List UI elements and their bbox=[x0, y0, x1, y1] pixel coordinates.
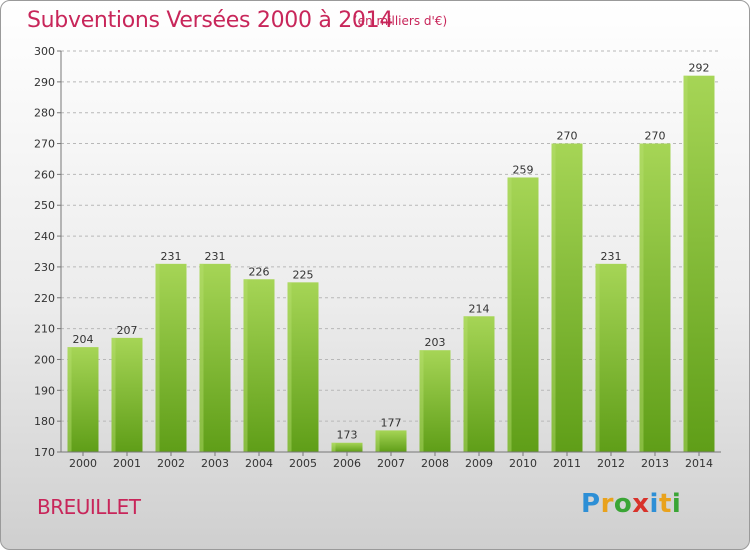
x-tick-label: 2008 bbox=[421, 457, 449, 470]
bar-highlight bbox=[463, 316, 468, 452]
y-tick-label: 290 bbox=[34, 76, 55, 89]
value-label: 204 bbox=[73, 333, 94, 346]
y-axis: 170 180 190 200 210 220 230 240 250 260 270 280 290 3… bbox=[34, 45, 62, 459]
bars: 204 207 231 231 226 225 173 177 203 214 259 270 231 2… bbox=[67, 62, 715, 453]
y-tick-label: 260 bbox=[34, 168, 55, 181]
bar-2000 bbox=[67, 347, 99, 452]
x-tick-label: 2000 bbox=[69, 457, 97, 470]
bar-2009 bbox=[463, 316, 495, 452]
x-tick-label: 2013 bbox=[641, 457, 669, 470]
y-tick-label: 220 bbox=[34, 292, 55, 305]
bar-2004 bbox=[243, 279, 275, 452]
x-tick-label: 2001 bbox=[113, 457, 141, 470]
x-tick-label: 2003 bbox=[201, 457, 229, 470]
bar-2010 bbox=[507, 177, 539, 452]
bar-highlight bbox=[331, 442, 336, 452]
y-tick-label: 230 bbox=[34, 261, 55, 274]
value-label: 231 bbox=[205, 250, 226, 263]
place-name: BREUILLET bbox=[37, 495, 141, 519]
bar-highlight bbox=[507, 177, 512, 452]
bar-highlight bbox=[375, 430, 380, 452]
bar-2003 bbox=[199, 263, 231, 452]
y-tick-label: 300 bbox=[34, 45, 55, 58]
value-label: 226 bbox=[249, 265, 270, 278]
chart-title: Subventions Versées 2000 à 2014 bbox=[27, 8, 394, 33]
value-label: 203 bbox=[425, 336, 446, 349]
value-label: 292 bbox=[689, 62, 710, 75]
bar-highlight bbox=[419, 350, 424, 452]
y-tick-label: 170 bbox=[34, 446, 55, 459]
x-tick-label: 2014 bbox=[685, 457, 713, 470]
value-label: 214 bbox=[469, 302, 490, 315]
y-tick-label: 250 bbox=[34, 199, 55, 212]
bar-2011 bbox=[551, 143, 583, 453]
bar-2014 bbox=[683, 75, 715, 452]
value-label: 225 bbox=[293, 268, 314, 281]
y-tick-label: 240 bbox=[34, 230, 55, 243]
bar-2013 bbox=[639, 143, 671, 453]
x-axis: 2000 2001 2002 2003 2004 2005 2006 2007 2008 2009… bbox=[61, 451, 721, 470]
x-tick-label: 2012 bbox=[597, 457, 625, 470]
y-tick-label: 280 bbox=[34, 107, 55, 120]
bar-highlight bbox=[595, 263, 600, 452]
bar-2002 bbox=[155, 263, 187, 452]
bar-2008 bbox=[419, 350, 451, 452]
proxiti-logo: Proxiti bbox=[581, 489, 682, 519]
bar-highlight bbox=[287, 282, 292, 452]
x-tick-label: 2005 bbox=[289, 457, 317, 470]
value-label: 270 bbox=[557, 130, 578, 143]
bar-2005 bbox=[287, 282, 319, 452]
chart-unit: (en milliers d'€) bbox=[353, 14, 448, 28]
value-label: 270 bbox=[645, 130, 666, 143]
x-tick-label: 2007 bbox=[377, 457, 405, 470]
x-tick-label: 2011 bbox=[553, 457, 581, 470]
bar-highlight bbox=[639, 143, 644, 453]
bar-highlight bbox=[243, 279, 248, 452]
bar-highlight bbox=[155, 263, 160, 452]
bar-2001 bbox=[111, 337, 143, 452]
bar-highlight bbox=[111, 337, 116, 452]
x-tick-label: 2009 bbox=[465, 457, 493, 470]
value-label: 231 bbox=[601, 250, 622, 263]
value-label: 177 bbox=[381, 416, 402, 429]
x-tick-label: 2004 bbox=[245, 457, 273, 470]
x-tick-label: 2002 bbox=[157, 457, 185, 470]
bar-2006 bbox=[331, 442, 363, 452]
x-tick-label: 2010 bbox=[509, 457, 537, 470]
bar-highlight bbox=[199, 263, 204, 452]
bar-highlight bbox=[67, 347, 72, 452]
bar-2007 bbox=[375, 430, 407, 452]
value-label: 231 bbox=[161, 250, 182, 263]
y-tick-label: 200 bbox=[34, 353, 55, 366]
bar-2012 bbox=[595, 263, 627, 452]
value-label: 207 bbox=[117, 324, 138, 337]
value-label: 173 bbox=[337, 429, 358, 442]
y-tick-label: 190 bbox=[34, 384, 55, 397]
bar-highlight bbox=[683, 75, 688, 452]
y-tick-label: 180 bbox=[34, 415, 55, 428]
value-label: 259 bbox=[513, 163, 534, 176]
y-tick-label: 270 bbox=[34, 138, 55, 151]
x-tick-label: 2006 bbox=[333, 457, 361, 470]
bar-highlight bbox=[551, 143, 556, 453]
y-tick-label: 210 bbox=[34, 323, 55, 336]
